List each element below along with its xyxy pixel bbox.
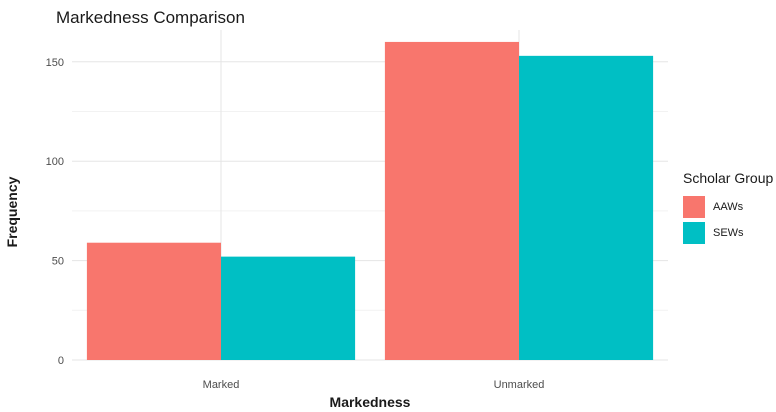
x-tick-label: Unmarked bbox=[494, 379, 545, 391]
legend-item-aaws: AAWs bbox=[683, 194, 773, 220]
y-tick-label: 100 bbox=[46, 156, 64, 168]
y-tick-label: 150 bbox=[46, 57, 64, 69]
chart-title: Markedness Comparison bbox=[56, 8, 245, 27]
legend-key-aaws bbox=[683, 196, 705, 218]
legend-item-sews: SEWs bbox=[683, 220, 773, 246]
legend-label-aaws: AAWs bbox=[713, 201, 744, 213]
bar-sews-unmarked bbox=[519, 55, 654, 360]
y-tick-label: 50 bbox=[52, 256, 64, 268]
legend-title: Scholar Group bbox=[683, 170, 774, 186]
x-axis-title: Markedness bbox=[329, 394, 411, 410]
legend-label-sews: SEWs bbox=[713, 227, 744, 239]
bar-sews-marked bbox=[221, 256, 356, 360]
x-tick-label: Marked bbox=[203, 379, 240, 391]
y-tick-label: 0 bbox=[58, 355, 64, 367]
legend: Scholar Group AAWs SEWs bbox=[683, 170, 773, 246]
bar-aaws-unmarked bbox=[384, 41, 519, 361]
legend-key-sews bbox=[683, 222, 705, 244]
bar-aaws-marked bbox=[86, 242, 222, 360]
